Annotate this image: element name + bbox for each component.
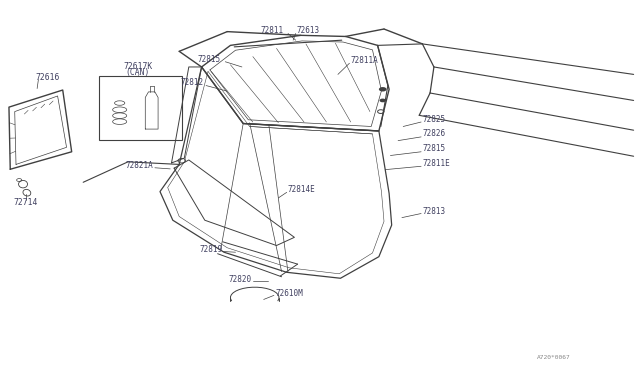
Circle shape <box>379 87 387 92</box>
Circle shape <box>380 99 386 102</box>
Text: 72825: 72825 <box>422 115 445 124</box>
Text: 72616: 72616 <box>35 73 60 81</box>
Bar <box>99 76 182 140</box>
Text: 72811E: 72811E <box>422 159 450 168</box>
Text: (CAN): (CAN) <box>125 68 150 77</box>
Text: 72814E: 72814E <box>288 185 316 194</box>
Text: 72826: 72826 <box>422 129 445 138</box>
Text: 72820: 72820 <box>228 275 252 284</box>
Text: 72815: 72815 <box>198 55 221 64</box>
Text: 72811: 72811 <box>260 26 284 35</box>
Text: 72815: 72815 <box>422 144 445 153</box>
Text: 72819: 72819 <box>200 246 223 254</box>
Text: 72610M: 72610M <box>275 289 303 298</box>
Text: 72617K: 72617K <box>123 62 152 71</box>
Text: 72714: 72714 <box>13 198 38 207</box>
Text: 72613: 72613 <box>297 26 320 35</box>
Text: 72811A: 72811A <box>351 56 378 65</box>
Text: 72812: 72812 <box>180 78 204 87</box>
Text: 72813: 72813 <box>422 207 445 216</box>
Text: A720*0067: A720*0067 <box>537 355 570 360</box>
Text: 72821A: 72821A <box>126 161 154 170</box>
